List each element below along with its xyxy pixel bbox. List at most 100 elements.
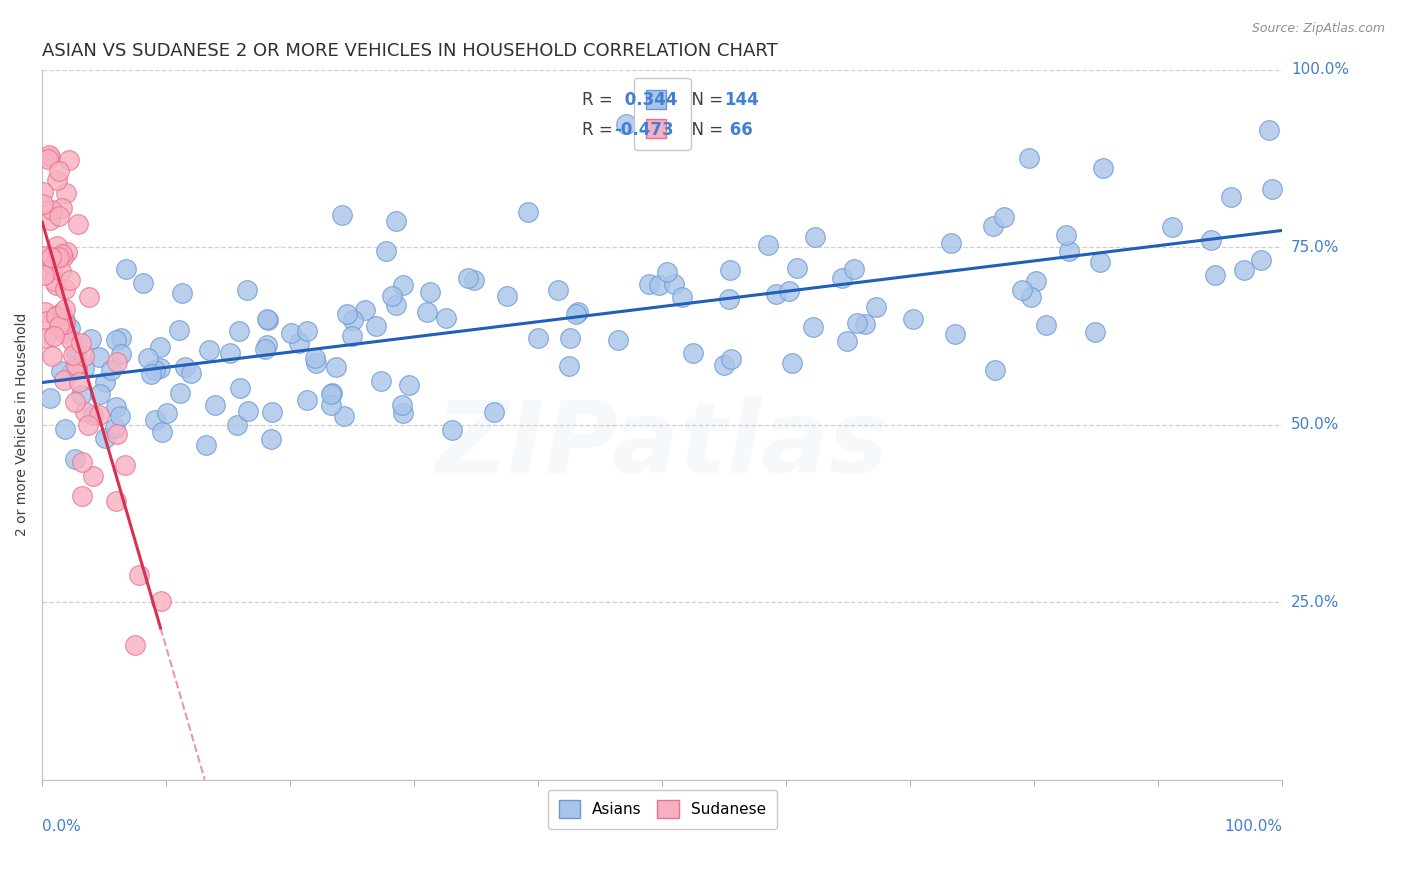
Point bbox=[141, 367, 163, 381]
Text: 50.0%: 50.0% bbox=[1291, 417, 1339, 432]
Point bbox=[993, 210, 1015, 224]
Point bbox=[149, 594, 172, 608]
Point bbox=[52, 326, 75, 341]
Point bbox=[45, 239, 67, 253]
Point bbox=[37, 152, 59, 166]
Point bbox=[1257, 122, 1279, 136]
Point bbox=[39, 391, 62, 405]
Point bbox=[384, 298, 406, 312]
Point bbox=[45, 310, 67, 324]
Point bbox=[527, 331, 550, 345]
Point bbox=[941, 235, 963, 250]
Text: R =: R = bbox=[582, 91, 613, 109]
Point bbox=[51, 264, 73, 278]
Point bbox=[262, 405, 284, 419]
Point bbox=[319, 387, 342, 401]
Point bbox=[1090, 254, 1112, 268]
Point bbox=[616, 117, 638, 131]
Point bbox=[1018, 152, 1040, 166]
Point bbox=[55, 313, 77, 327]
Point bbox=[53, 301, 76, 316]
Text: R =: R = bbox=[582, 121, 613, 139]
Point bbox=[174, 360, 197, 375]
Point bbox=[46, 173, 69, 187]
Point bbox=[32, 268, 55, 282]
Point bbox=[38, 147, 60, 161]
Point bbox=[229, 381, 252, 395]
Point bbox=[70, 455, 93, 469]
Text: N =: N = bbox=[681, 91, 723, 109]
Point bbox=[34, 331, 56, 345]
Text: ASIAN VS SUDANESE 2 OR MORE VEHICLES IN HOUSEHOLD CORRELATION CHART: ASIAN VS SUDANESE 2 OR MORE VEHICLES IN … bbox=[42, 42, 778, 60]
Point bbox=[49, 315, 72, 329]
Point bbox=[228, 324, 250, 338]
Point bbox=[354, 303, 377, 318]
Point bbox=[110, 330, 132, 344]
Point bbox=[1092, 161, 1115, 175]
Point bbox=[662, 277, 685, 291]
Point bbox=[333, 409, 356, 423]
Point bbox=[1204, 268, 1226, 282]
Point bbox=[156, 406, 179, 420]
Point bbox=[53, 422, 76, 436]
Point bbox=[765, 286, 787, 301]
Point bbox=[53, 282, 76, 296]
Point bbox=[287, 336, 309, 351]
Point bbox=[713, 358, 735, 372]
Point bbox=[1059, 244, 1081, 258]
Point bbox=[80, 332, 103, 346]
Point bbox=[330, 208, 353, 222]
Point bbox=[70, 489, 93, 503]
Point bbox=[801, 320, 824, 334]
Point bbox=[42, 274, 65, 288]
Point bbox=[104, 400, 127, 414]
Point bbox=[59, 272, 82, 286]
Point bbox=[756, 238, 779, 252]
Point bbox=[69, 336, 91, 351]
Point bbox=[606, 333, 628, 347]
Text: Source: ZipAtlas.com: Source: ZipAtlas.com bbox=[1251, 22, 1385, 36]
Point bbox=[124, 638, 146, 652]
Text: 144: 144 bbox=[724, 91, 759, 109]
Point bbox=[342, 313, 364, 327]
Point bbox=[786, 261, 808, 276]
Point bbox=[1161, 219, 1184, 234]
Point bbox=[77, 290, 100, 304]
Point bbox=[114, 458, 136, 473]
Text: ZIPatlas: ZIPatlas bbox=[436, 398, 889, 494]
Point bbox=[398, 377, 420, 392]
Point bbox=[981, 219, 1004, 234]
Y-axis label: 2 or more Vehicles in Household: 2 or more Vehicles in Household bbox=[15, 313, 30, 536]
Point bbox=[560, 331, 582, 345]
Point bbox=[364, 318, 387, 333]
Point bbox=[69, 388, 91, 402]
Point bbox=[984, 363, 1007, 377]
Point bbox=[115, 261, 138, 276]
Point bbox=[198, 343, 221, 357]
Point bbox=[51, 247, 73, 261]
Point bbox=[463, 273, 485, 287]
Point bbox=[648, 278, 671, 293]
Point bbox=[51, 201, 73, 215]
Point bbox=[105, 333, 128, 347]
Point bbox=[75, 405, 97, 419]
Point bbox=[865, 301, 887, 315]
Point bbox=[59, 320, 82, 334]
Point bbox=[104, 421, 127, 435]
Point bbox=[66, 217, 89, 231]
Point bbox=[180, 366, 202, 380]
Point bbox=[385, 214, 408, 228]
Point bbox=[305, 356, 328, 370]
Point bbox=[136, 351, 159, 365]
Point bbox=[204, 398, 226, 412]
Point bbox=[100, 363, 122, 377]
Point bbox=[717, 292, 740, 306]
Point bbox=[42, 259, 65, 273]
Point bbox=[831, 270, 853, 285]
Point bbox=[254, 342, 277, 356]
Point bbox=[42, 329, 65, 343]
Point bbox=[557, 359, 579, 374]
Point bbox=[1054, 228, 1077, 243]
Point bbox=[65, 345, 87, 359]
Text: 25.0%: 25.0% bbox=[1291, 595, 1339, 609]
